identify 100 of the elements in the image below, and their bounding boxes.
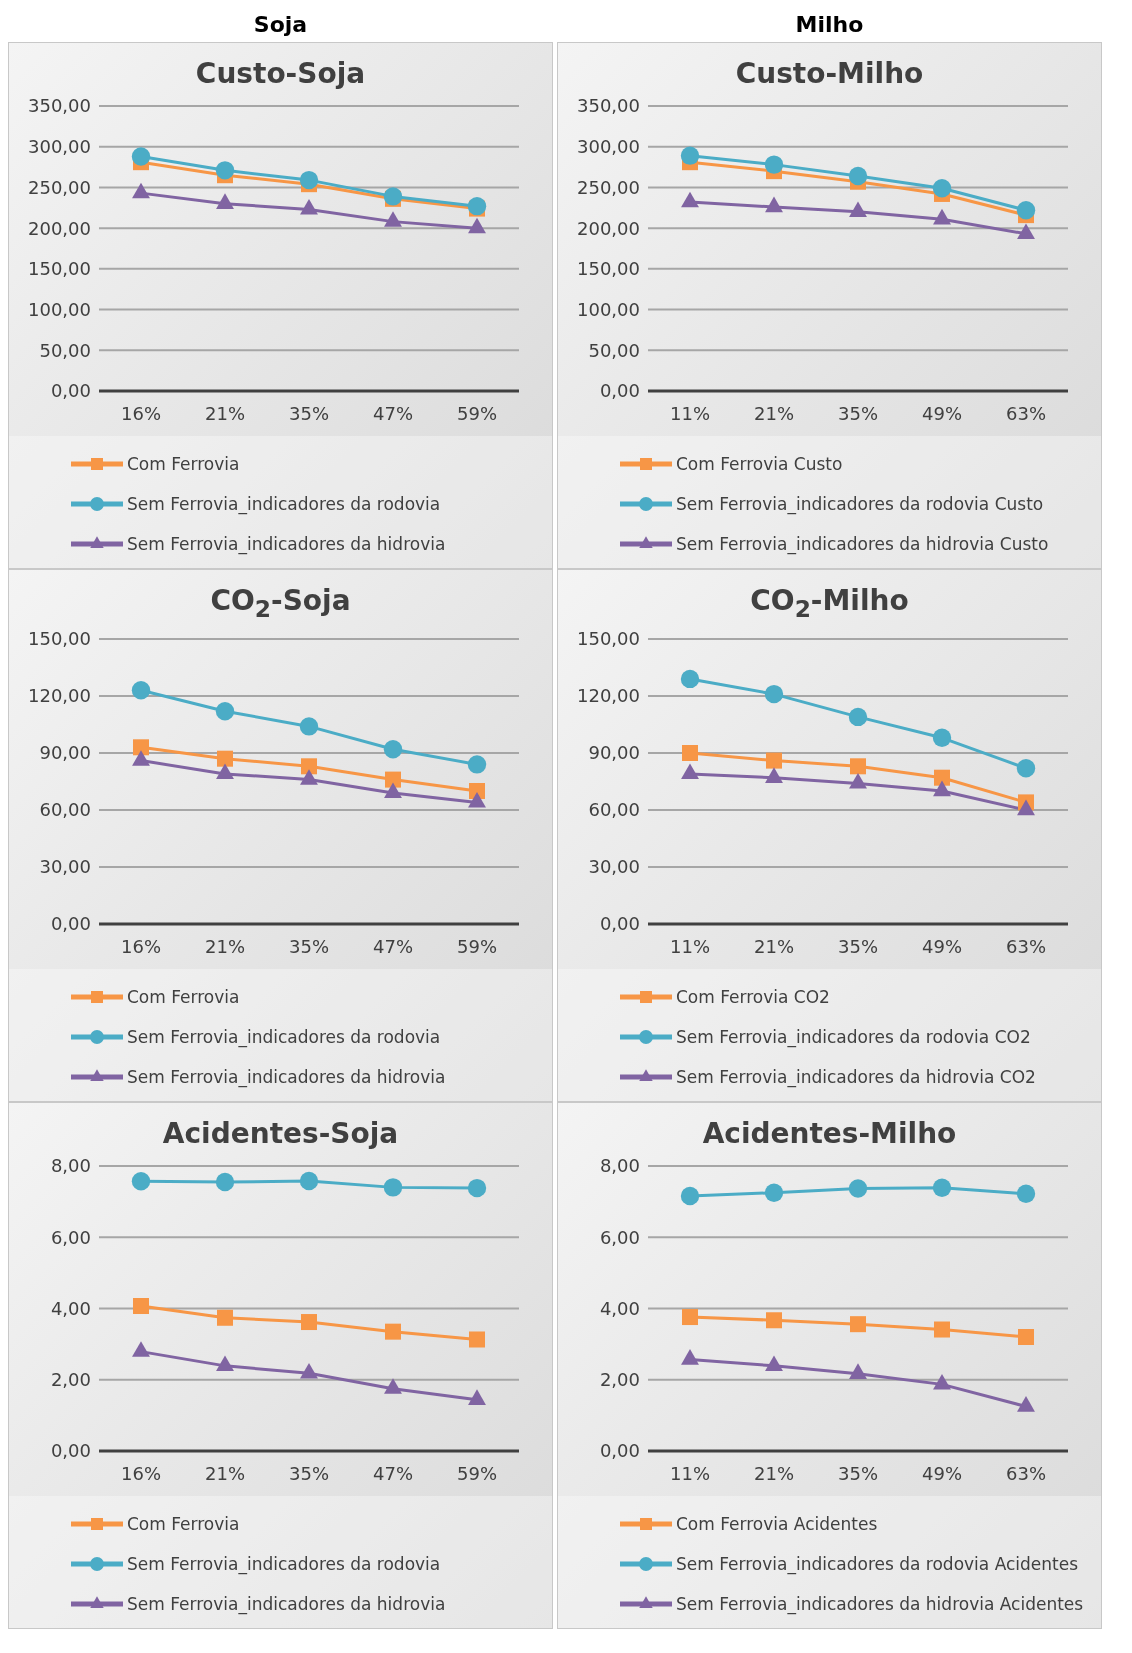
x-tick-label: 35% [837, 402, 879, 424]
y-tick-label: 60,00 [588, 798, 640, 820]
point [216, 763, 234, 779]
point [681, 1348, 699, 1365]
x-tick-label: 21% [753, 1462, 795, 1484]
x-tick-label: 35% [288, 402, 330, 424]
y-tick-label: 250,00 [577, 176, 640, 198]
point [1017, 1395, 1035, 1412]
point [1016, 1184, 1036, 1203]
x-tick-label: 21% [204, 402, 246, 424]
legend-label: Sem Ferrovia_indicadores da hidrovia Custo [676, 534, 1049, 554]
y-tick-label: 90,00 [39, 741, 91, 763]
point [301, 1313, 317, 1330]
point [932, 728, 952, 747]
x-tick-label: 16% [120, 935, 162, 957]
legend-label: Com Ferrovia [127, 1513, 240, 1534]
point [934, 769, 950, 786]
x-tick-label: 59% [456, 402, 498, 424]
y-tick-label: 50,00 [588, 339, 640, 361]
y-tick-label: 0,00 [50, 1439, 91, 1461]
point [468, 791, 486, 808]
point [215, 701, 235, 720]
point [383, 739, 403, 758]
point [299, 716, 319, 736]
y-tick-label: 250,00 [28, 176, 91, 198]
point [766, 752, 782, 769]
legend-label: Sem Ferrovia_indicadores da rodovia Acidentes [676, 1553, 1079, 1574]
y-tick-label: 300,00 [28, 136, 91, 158]
point [384, 1377, 402, 1394]
legend-label: Com Ferrovia Custo [676, 454, 843, 474]
chart-title: Custo-Soja [194, 56, 367, 92]
point [384, 782, 402, 798]
legend-label: Com Ferrovia Acidentes [676, 1513, 878, 1534]
point [217, 1309, 233, 1326]
point [680, 1186, 700, 1205]
legend-label: Com Ferrovia [127, 986, 240, 1007]
chart-title: CO$_{2}$-Milho [749, 583, 910, 625]
point [766, 1311, 782, 1328]
y-tick-label: 60,00 [39, 798, 91, 820]
point [933, 1373, 951, 1390]
y-tick-label: 0,00 [599, 1439, 640, 1461]
point [1016, 758, 1036, 777]
x-tick-label: 35% [288, 1462, 330, 1484]
y-tick-label: 150,00 [28, 258, 91, 280]
y-tick-label: 120,00 [577, 684, 640, 706]
point [764, 684, 784, 703]
point [764, 1183, 784, 1202]
y-tick-label: 150,00 [577, 258, 640, 280]
x-tick-label: 21% [753, 935, 795, 957]
chart-title: Custo-Milho [734, 56, 925, 92]
y-tick-label: 350,00 [28, 95, 91, 117]
x-tick-label: 11% [669, 1462, 711, 1484]
point [300, 768, 318, 785]
point [467, 754, 487, 774]
y-tick-label: 0,00 [599, 912, 640, 934]
y-tick-label: 4,00 [50, 1297, 91, 1319]
point [680, 669, 700, 688]
y-tick-label: 150,00 [577, 627, 640, 649]
chart-title: Acidentes-Soja [161, 1115, 400, 1152]
x-tick-label: 35% [837, 935, 879, 957]
point [299, 1171, 319, 1190]
chart-title: Acidentes-Milho [701, 1115, 958, 1152]
point [849, 772, 867, 789]
point [468, 1388, 486, 1405]
x-tick-label: 21% [204, 935, 246, 957]
point [850, 1315, 866, 1332]
y-tick-label: 30,00 [588, 855, 640, 877]
y-tick-label: 200,00 [28, 217, 91, 239]
x-tick-label: 49% [921, 402, 963, 424]
x-tick-label: 47% [372, 402, 414, 424]
legend-label: Com Ferrovia [127, 454, 240, 474]
y-tick-label: 0,00 [599, 380, 640, 402]
y-tick-label: 2,00 [50, 1368, 91, 1390]
point [682, 1308, 698, 1325]
point [848, 707, 868, 726]
point [849, 1362, 867, 1379]
x-tick-label: 49% [921, 935, 963, 957]
y-tick-label: 100,00 [28, 298, 91, 320]
chart-subtitle: Milho [794, 11, 865, 39]
point [681, 763, 699, 779]
y-tick-label: 4,00 [599, 1297, 640, 1319]
point [215, 1172, 235, 1191]
legend-label: Sem Ferrovia_indicadores da hidrovia Acidentes [676, 1593, 1084, 1614]
y-tick-label: 6,00 [599, 1226, 640, 1248]
point [216, 1355, 234, 1371]
x-tick-label: 63% [1005, 1462, 1047, 1484]
x-tick-label: 47% [372, 1462, 414, 1484]
point [934, 1321, 950, 1338]
legend-label: Sem Ferrovia_indicadores da hidrovia [127, 1593, 446, 1614]
legend-label: Sem Ferrovia_indicadores da rodovia [127, 494, 441, 514]
point [301, 757, 317, 774]
point [131, 680, 151, 700]
x-tick-label: 47% [372, 935, 414, 957]
x-tick-label: 21% [753, 402, 795, 424]
point [385, 1323, 401, 1340]
point [1018, 1328, 1034, 1345]
x-tick-label: 35% [288, 935, 330, 957]
x-tick-label: 63% [1005, 402, 1047, 424]
point [850, 757, 866, 774]
y-tick-label: 50,00 [39, 339, 91, 361]
